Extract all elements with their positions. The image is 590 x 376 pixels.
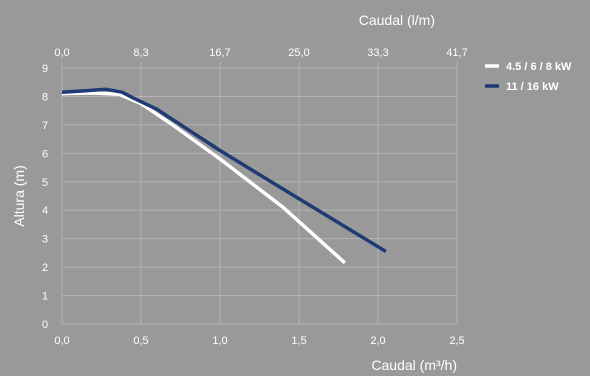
x-tick-label: 0,0 xyxy=(54,335,69,347)
x2-tick-label: 0,0 xyxy=(54,47,69,59)
x2-tick-label: 41,7 xyxy=(446,47,467,59)
y-tick-label: 9 xyxy=(42,63,48,75)
x2-tick-label: 33,3 xyxy=(367,47,388,59)
x2-tick-label: 8,3 xyxy=(133,47,148,59)
y-tick-label: 0 xyxy=(42,319,48,331)
legend-label-2: 11 / 16 kW xyxy=(506,81,559,93)
series-line-2 xyxy=(61,87,387,253)
y-tick-label: 5 xyxy=(42,177,48,189)
grid xyxy=(61,62,458,325)
series-line-1 xyxy=(61,91,346,265)
x-tick-label: 2,0 xyxy=(370,335,385,347)
x2-tick-label: 16,7 xyxy=(209,47,230,59)
y-tick-label: 4 xyxy=(42,205,48,217)
legend: 4.5 / 6 / 8 kW 11 / 16 kW xyxy=(485,61,572,93)
x-axis-title: Caudal (m³/h) xyxy=(371,357,457,373)
x-tick-label: 1,0 xyxy=(212,335,227,347)
x2-axis-ticks: 0,0 8,3 16,7 25,0 33,3 41,7 xyxy=(54,47,467,59)
x2-axis-title: Caudal (l/m) xyxy=(359,12,435,28)
y-tick-label: 6 xyxy=(42,148,48,160)
y-tick-label: 7 xyxy=(42,120,48,132)
x-axis-ticks: 0,0 0,5 1,0 1,5 2,0 2,5 xyxy=(54,335,464,347)
y-tick-label: 2 xyxy=(42,262,48,274)
y-tick-label: 1 xyxy=(42,291,48,303)
x-tick-label: 2,5 xyxy=(449,335,464,347)
x2-tick-label: 25,0 xyxy=(288,47,309,59)
x-tick-label: 0,5 xyxy=(133,335,148,347)
x-tick-label: 1,5 xyxy=(291,335,306,347)
y-tick-label: 3 xyxy=(42,234,48,246)
y-axis-title: Altura (m) xyxy=(11,165,27,226)
series-layer xyxy=(61,87,387,265)
y-tick-label: 8 xyxy=(42,91,48,103)
legend-label-1: 4.5 / 6 / 8 kW xyxy=(506,61,572,73)
y-axis-ticks: 0 1 2 3 4 5 6 7 8 9 xyxy=(42,63,48,331)
